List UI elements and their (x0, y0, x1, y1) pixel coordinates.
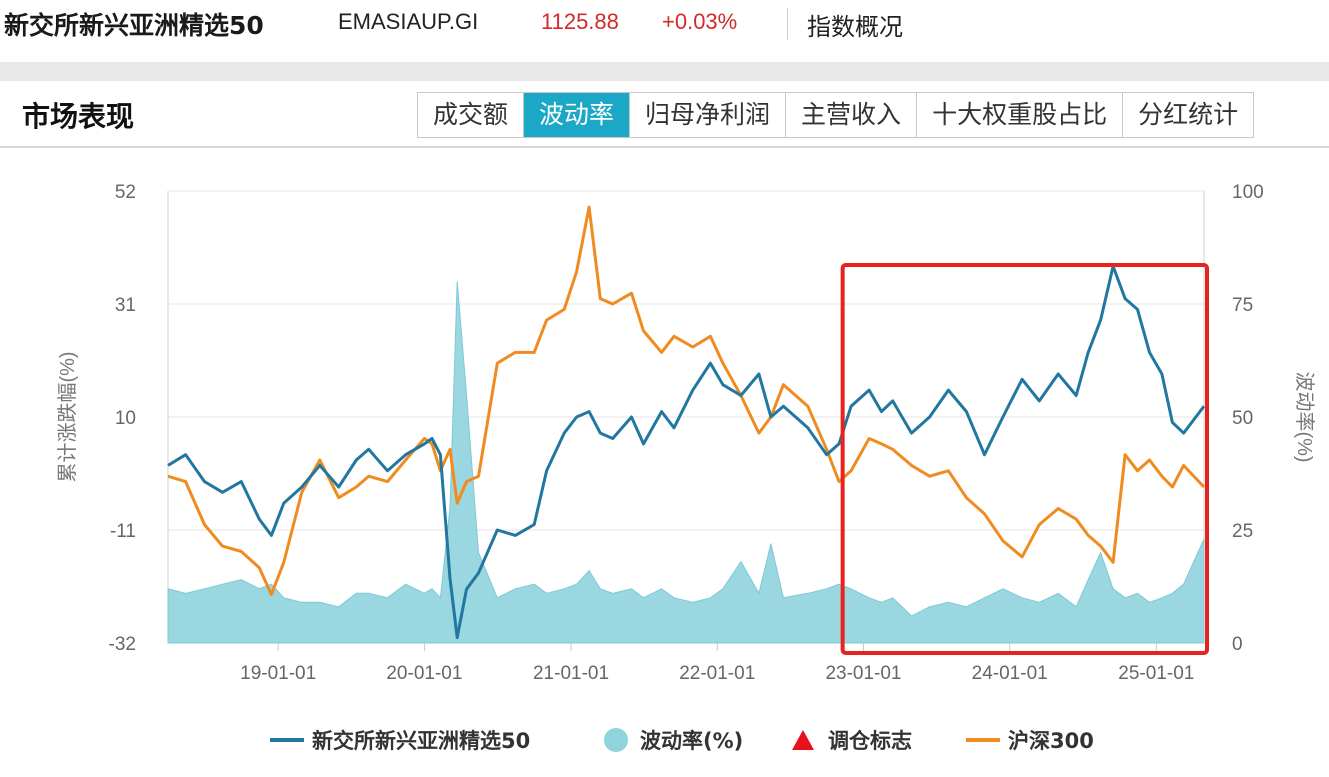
x-tick-label: 19-01-01 (240, 663, 316, 684)
x-tick-label: 25-01-01 (1118, 663, 1194, 684)
x-tick-label: 20-01-01 (386, 663, 462, 684)
section-separator-band (0, 62, 1329, 81)
left-tick-label: -11 (110, 521, 136, 542)
left-tick-label: -32 (109, 634, 136, 655)
index-code: EMASIAUP.GI (338, 9, 479, 34)
triangle-icon (792, 730, 814, 750)
tab-net-profit[interactable]: 归母净利润 (630, 93, 787, 137)
right-tick-label: 25 (1232, 521, 1253, 542)
tab-volatility[interactable]: 波动率 (524, 93, 631, 137)
legend-item-volatility[interactable]: 波动率(%) (604, 722, 743, 758)
index-price: 1125.88 (541, 9, 619, 34)
legend-circle-swatch (604, 728, 628, 752)
legend-label: 沪深300 (1008, 729, 1094, 753)
volatility-area (167, 281, 1205, 644)
left-tick-label: 10 (115, 408, 136, 429)
legend-item-csi300[interactable]: 沪深300 (966, 722, 1094, 758)
tab-dividend-stats[interactable]: 分红统计 (1123, 93, 1255, 137)
legend-item-rebalance[interactable]: 调仓标志 (792, 722, 912, 758)
legend-label: 新交所新兴亚洲精选50 (312, 729, 531, 753)
right-tick-label: 0 (1232, 634, 1243, 655)
highlight-box-layer (840, 263, 1209, 655)
index-header: 新交所新兴亚洲精选50 EMASIAUP.GI 1125.88 +0.03% 指… (0, 0, 1329, 52)
x-tick-label: 21-01-01 (533, 663, 609, 684)
left-tick-label: 52 (115, 182, 136, 203)
left-tick-label: 31 (115, 295, 136, 316)
tab-turnover[interactable]: 成交额 (418, 93, 525, 137)
legend-line-swatch (270, 738, 304, 742)
index-overview-link[interactable]: 指数概况 (807, 13, 903, 41)
header-divider (787, 8, 788, 40)
tab-main-revenue[interactable]: 主营收入 (786, 93, 918, 137)
legend-label: 波动率(%) (640, 729, 744, 753)
axes: 累计涨跌幅(%) 波动率(%) 52 31 10 -11 -32 100 75 50 25 0 19… (56, 182, 1316, 684)
right-tick-label: 50 (1232, 408, 1253, 429)
right-tick-label: 100 (1232, 182, 1264, 203)
index-change-percent: +0.03% (662, 9, 738, 34)
x-tick-label: 23-01-01 (825, 663, 901, 684)
chart-legend: 新交所新兴亚洲精选50 波动率(%) 调仓标志 沪深300 (0, 722, 1329, 758)
legend-label: 调仓标志 (828, 729, 912, 753)
series-lines-layer (167, 205, 1206, 640)
csi300-line (167, 205, 1206, 597)
tab-top10-weight[interactable]: 十大权重股占比 (917, 93, 1124, 137)
x-tick-label: 24-01-01 (972, 663, 1048, 684)
x-tick-label: 22-01-01 (679, 663, 755, 684)
right-axis-title: 波动率(%) (1293, 371, 1316, 462)
metric-tabs: 成交额 波动率 归母净利润 主营收入 十大权重股占比 分红统计 (417, 92, 1255, 138)
index-return-line (167, 264, 1206, 640)
legend-line-swatch (966, 738, 1000, 742)
index-name: 新交所新兴亚洲精选50 (4, 11, 264, 40)
section-divider (0, 146, 1329, 148)
right-tick-label: 75 (1232, 295, 1253, 316)
left-axis-title: 累计涨跌幅(%) (56, 351, 79, 482)
section-title: 市场表现 (22, 100, 135, 133)
volatility-area-layer (167, 281, 1205, 644)
highlight-box (840, 263, 1209, 655)
legend-item-index[interactable]: 新交所新兴亚洲精选50 (270, 722, 530, 758)
grid (167, 190, 1205, 651)
performance-chart: 累计涨跌幅(%) 波动率(%) 52 31 10 -11 -32 100 75 50 25 0 19… (56, 182, 1316, 684)
